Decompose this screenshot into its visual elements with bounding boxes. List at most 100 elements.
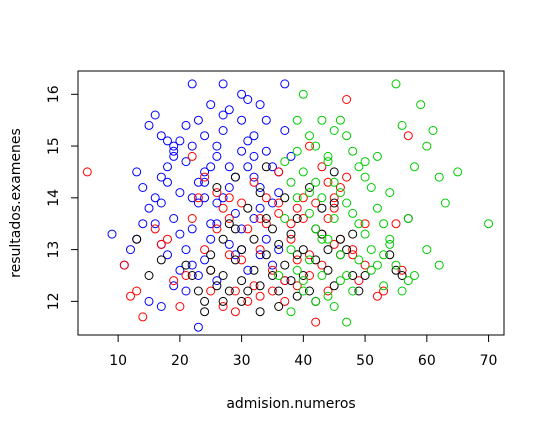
data-point xyxy=(230,224,240,234)
data-point xyxy=(187,214,197,223)
data-point xyxy=(348,271,358,280)
data-point xyxy=(261,162,271,172)
data-point xyxy=(372,291,382,301)
data-point xyxy=(230,255,240,265)
data-point xyxy=(163,177,172,187)
data-point xyxy=(261,193,271,203)
data-point xyxy=(187,141,197,151)
data-point xyxy=(255,188,265,198)
data-point xyxy=(311,224,321,234)
data-point xyxy=(342,95,352,104)
data-point xyxy=(200,131,210,141)
data-point xyxy=(243,95,253,104)
data-point xyxy=(212,224,222,234)
data-point xyxy=(163,250,172,260)
data-point xyxy=(138,219,148,229)
data-point xyxy=(181,260,191,270)
data-point xyxy=(193,115,203,125)
data-point xyxy=(200,307,210,317)
data-point xyxy=(416,100,426,110)
data-point xyxy=(410,162,419,172)
data-point xyxy=(323,234,333,244)
data-point xyxy=(255,214,265,223)
data-point xyxy=(360,260,370,270)
data-point xyxy=(329,167,339,177)
data-point xyxy=(280,157,290,167)
data-point xyxy=(348,208,358,218)
data-point xyxy=(107,229,117,239)
data-point xyxy=(268,286,277,296)
data-point xyxy=(366,245,376,255)
data-point xyxy=(181,245,191,255)
data-point xyxy=(237,198,247,208)
data-point xyxy=(230,307,240,317)
data-point xyxy=(305,183,314,192)
data-point xyxy=(187,224,197,234)
data-point xyxy=(237,224,247,234)
data-point xyxy=(156,131,166,141)
data-point xyxy=(169,141,179,151)
data-point xyxy=(261,250,271,260)
data-point xyxy=(138,312,148,322)
data-point xyxy=(218,193,228,203)
data-point xyxy=(280,260,290,270)
data-point xyxy=(323,265,333,275)
data-point xyxy=(224,162,234,172)
data-point xyxy=(298,193,308,203)
data-point xyxy=(119,260,129,270)
data-point xyxy=(329,302,339,311)
data-point xyxy=(348,250,358,260)
data-point xyxy=(298,89,308,99)
data-point xyxy=(422,141,432,151)
data-point xyxy=(434,172,444,182)
data-point xyxy=(354,286,364,296)
data-point xyxy=(156,198,166,208)
data-point xyxy=(274,208,284,218)
data-point xyxy=(348,286,358,296)
data-point xyxy=(354,276,364,286)
data-point xyxy=(237,245,247,255)
data-point xyxy=(200,193,210,203)
x-tick-label: 60 xyxy=(418,353,436,369)
y-tick-label: 16 xyxy=(46,85,62,103)
data-point xyxy=(163,136,172,146)
data-point xyxy=(360,229,370,239)
data-point xyxy=(335,183,345,192)
data-point xyxy=(261,234,271,244)
data-point xyxy=(200,177,210,187)
data-point xyxy=(144,271,154,280)
data-point xyxy=(292,265,302,275)
data-point xyxy=(218,302,228,311)
x-tick-label: 40 xyxy=(294,353,312,369)
data-point xyxy=(181,157,191,167)
data-point xyxy=(292,193,302,203)
data-point xyxy=(379,219,389,229)
data-point xyxy=(200,172,210,182)
data-point xyxy=(169,151,179,161)
data-point xyxy=(348,229,358,239)
data-point xyxy=(323,245,333,255)
data-point xyxy=(342,172,352,182)
data-point xyxy=(169,276,179,286)
data-point xyxy=(329,239,339,249)
data-point xyxy=(156,302,166,311)
data-point xyxy=(391,79,401,89)
data-point xyxy=(335,188,345,198)
data-point xyxy=(206,250,216,260)
x-axis: 10 20 30 40 50 60 70 xyxy=(109,334,497,369)
data-point xyxy=(385,188,395,198)
x-tick-label: 30 xyxy=(233,353,251,369)
data-point xyxy=(317,229,327,239)
data-point xyxy=(379,250,389,260)
data-point xyxy=(224,219,234,229)
data-point xyxy=(317,193,327,203)
data-point xyxy=(193,271,203,280)
data-point xyxy=(243,136,253,146)
data-point xyxy=(391,265,401,275)
data-point xyxy=(187,193,197,203)
data-point xyxy=(237,89,247,99)
data-point xyxy=(212,198,222,208)
data-point xyxy=(255,183,265,192)
data-point xyxy=(218,110,228,120)
